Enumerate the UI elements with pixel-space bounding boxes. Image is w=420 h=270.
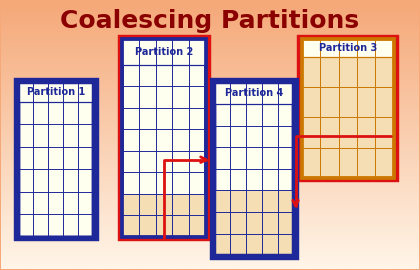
FancyBboxPatch shape: [214, 191, 294, 255]
FancyBboxPatch shape: [302, 39, 394, 57]
Text: Partition 3: Partition 3: [318, 43, 377, 53]
Text: Partition 4: Partition 4: [225, 88, 283, 98]
FancyBboxPatch shape: [302, 57, 394, 178]
FancyBboxPatch shape: [122, 194, 206, 237]
FancyBboxPatch shape: [122, 39, 206, 237]
Text: Partition 2: Partition 2: [135, 47, 193, 57]
FancyBboxPatch shape: [18, 82, 93, 102]
Text: Coalescing Partitions: Coalescing Partitions: [60, 9, 360, 33]
FancyBboxPatch shape: [302, 39, 394, 178]
FancyBboxPatch shape: [122, 39, 206, 65]
FancyBboxPatch shape: [214, 82, 294, 255]
FancyBboxPatch shape: [18, 82, 93, 237]
Text: Partition 1: Partition 1: [26, 87, 85, 97]
FancyBboxPatch shape: [214, 82, 294, 104]
